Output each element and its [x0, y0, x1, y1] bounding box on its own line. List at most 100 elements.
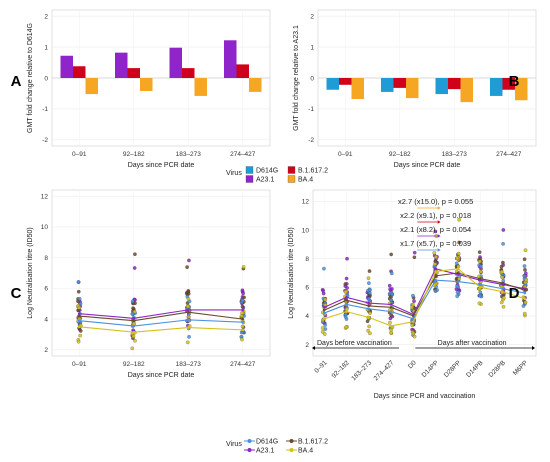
- panel-d-mean-marker: [523, 288, 527, 292]
- panel-d-mean-marker: [322, 317, 326, 321]
- panel-c-point: [186, 297, 191, 301]
- panel-d-annotation-arrowhead: [437, 234, 441, 238]
- panel-d-mean-marker: [456, 280, 460, 283]
- panel-c-point: [130, 346, 135, 351]
- legend-top-entry-label: A23.1: [256, 177, 274, 184]
- panel-d-point: [457, 240, 461, 245]
- panel-d-point: [522, 264, 527, 268]
- panel-d-y-tick-label: 4: [305, 313, 309, 320]
- panel-b-bar: [406, 78, 419, 99]
- panel-d-point: [412, 250, 417, 255]
- panel-d-x-tick-label: D28PP: [443, 359, 463, 379]
- panel-d-mean-marker: [389, 306, 393, 309]
- panel-c-point: [78, 301, 83, 306]
- panel-c-mean-marker: [186, 318, 190, 322]
- panel-d-plot-area: 2 4 6 8 10 12 x2.7 (x15.0), p = 0.055 x2.2 (x9.…: [302, 189, 537, 357]
- panel-d-annotation-arrowhead: [437, 220, 441, 224]
- panel-d-point: [410, 323, 414, 328]
- panel-c-mean-marker: [241, 317, 245, 321]
- panel-a-y-tick-label: 0: [44, 75, 48, 82]
- panel-b-x-tick-label: 92–182: [389, 151, 411, 158]
- panel-d-mean-marker: [367, 304, 371, 308]
- panel-d-x-tick-label: 274–427: [373, 359, 396, 382]
- panel-c-mean-marker: [77, 325, 81, 329]
- panel-d-mean-marker: [345, 298, 348, 302]
- panel-d-point: [479, 264, 483, 269]
- panel-d-mean-marker: [412, 320, 415, 323]
- panel-b-x-tick-label: 274–427: [496, 151, 522, 158]
- panel-d-x-tick-label: D14PP: [421, 359, 441, 379]
- panel-b-y-axis-label: GMT fold change relative to A23.1: [293, 25, 300, 131]
- panel-d-mean-marker: [501, 287, 504, 291]
- panel-d-point: [478, 259, 482, 264]
- panel-d-point: [367, 281, 371, 285]
- panel-d-mean-marker: [367, 301, 371, 305]
- panel-c-point: [240, 311, 244, 315]
- panel-b-y-tick-label: 0: [310, 75, 314, 82]
- panel-a-x-axis-label: Days since PCR date: [128, 162, 195, 169]
- panel-d-point: [389, 252, 393, 257]
- panel-c-mean-marker: [132, 324, 136, 328]
- panel-a-bar: [224, 40, 237, 78]
- legend-top-entry-label: BA.4: [298, 177, 313, 184]
- panel-d-point: [389, 330, 393, 335]
- panel-d-mean-marker: [345, 310, 348, 313]
- panel-d-point: [390, 292, 395, 297]
- panel-d-mean-marker: [523, 291, 527, 295]
- panel-c-mean-marker: [132, 319, 136, 322]
- panel-d-point: [412, 299, 416, 303]
- panel-d-point: [523, 268, 527, 272]
- legend-bottom-swatch-point: [247, 448, 252, 452]
- panel-d-point: [388, 320, 392, 325]
- panel-d-y-tick-label: 6: [305, 285, 309, 292]
- panel-c-x-tick-label: 274–427: [230, 361, 256, 368]
- panel-c-point: [185, 340, 190, 345]
- panel-d-x-tick-label: D28PB: [487, 359, 507, 379]
- panel-c-point: [186, 289, 191, 294]
- panel-d-point: [388, 316, 393, 321]
- panel-a-y-tick-label: 1: [44, 44, 48, 51]
- panel-d-y-tick-label: 8: [305, 256, 309, 263]
- panel-c-point: [132, 309, 137, 314]
- panel-b-bar: [393, 78, 406, 88]
- panel-d-point: [389, 271, 394, 276]
- panel-d-mean-marker: [501, 281, 504, 285]
- panel-d-point: [320, 326, 325, 330]
- panel-d-mean-marker: [434, 267, 437, 271]
- panel-d-x-tick-label: D14PB: [465, 359, 485, 379]
- panel-d-y-tick-label: 2: [305, 342, 309, 349]
- panel-d-phase-arrowhead: [532, 346, 535, 350]
- legend-top-title: Virus: [226, 170, 242, 177]
- legend-bottom-entry-label: D614G: [256, 439, 278, 446]
- panel-b-x-axis-label: Days since PCR date: [394, 162, 461, 169]
- panel-d-x-tick-label: M6PP: [512, 359, 529, 376]
- panel-c-series-line: [79, 311, 243, 322]
- panel-c-plot-area: 2 4 6 8 10 12: [41, 189, 271, 357]
- panel-d-mean-marker: [456, 271, 460, 275]
- panel-d-point: [387, 283, 392, 288]
- legend-top-entry-label: D614G: [256, 168, 278, 175]
- panel-d-point: [454, 261, 459, 266]
- panel-b-y-tick-label: 2: [310, 13, 314, 20]
- panel-c-mean-marker: [132, 330, 136, 334]
- panel-d-point: [412, 255, 417, 260]
- panel-c-point: [78, 329, 83, 333]
- panel-c-point: [242, 295, 246, 300]
- panel-d-point: [322, 266, 326, 271]
- panel-d-point: [345, 286, 349, 290]
- panel-d-y-tick-label: 12: [302, 199, 310, 206]
- panel-a-bar: [182, 68, 195, 78]
- panel-d-point: [502, 296, 506, 300]
- panel-d-point: [499, 300, 504, 305]
- panel-d-point: [368, 311, 372, 315]
- panel-d-mean-marker: [434, 278, 437, 282]
- panel-b-bar: [490, 78, 503, 96]
- panel-c-point: [133, 252, 137, 257]
- legend-bottom: Virus D614G B.1.617.2 A23.1 BA.4: [226, 439, 328, 455]
- legend-top-swatch: [287, 175, 296, 183]
- panel-a-bar: [169, 47, 182, 78]
- panel-b-bar: [351, 78, 364, 100]
- panel-d-point: [343, 282, 348, 286]
- panel-c-mean-marker: [77, 312, 81, 316]
